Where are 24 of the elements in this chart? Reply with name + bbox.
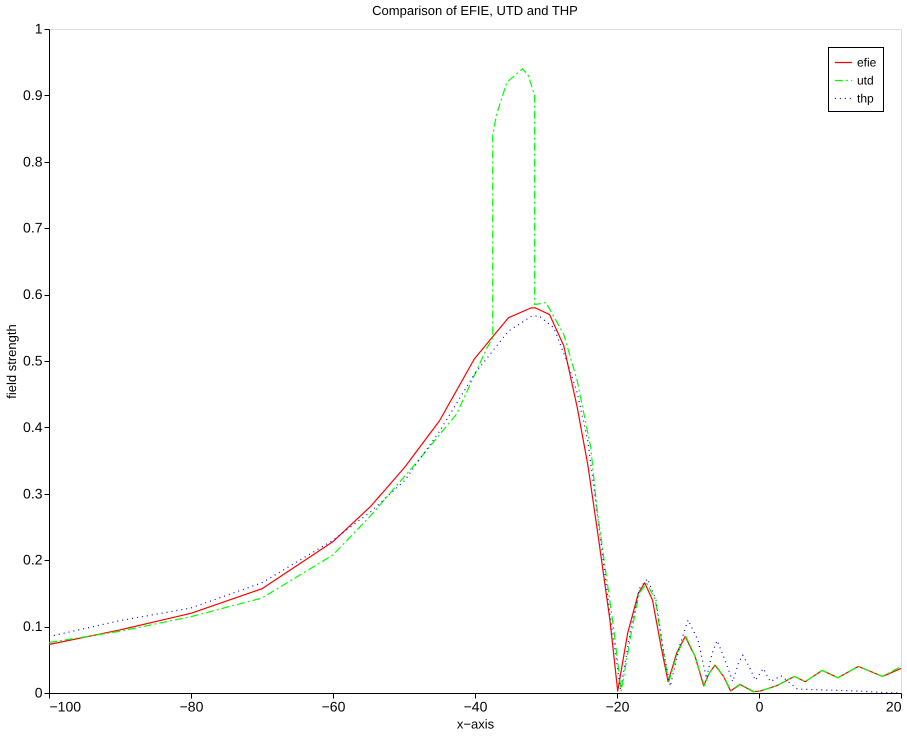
y-tick-label: 0.5 (23, 352, 43, 368)
legend-label: utd (857, 74, 874, 88)
x-tick-label: −80 (180, 698, 204, 714)
x-tick-label: −20 (606, 698, 630, 714)
y-tick-label: 0.1 (23, 618, 43, 634)
y-tick-label: 0 (34, 684, 43, 700)
y-tick-label: 0.4 (23, 418, 43, 435)
y-axis-title: field strength (4, 324, 20, 399)
y-tick-label: 0.8 (23, 153, 43, 170)
legend-label: efie (857, 56, 877, 70)
y-tick-label: 0.2 (23, 552, 43, 568)
x-tick-label: −40 (464, 698, 488, 714)
x-tick-label: 20 (886, 698, 902, 714)
chart-title: Comparison of EFIE, UTD and THP (372, 3, 578, 18)
y-tick-label: 0.7 (23, 220, 43, 236)
y-tick-label: 0.9 (23, 86, 43, 103)
x-tick-label: 0 (756, 698, 764, 714)
x-axis-title: x−axis (456, 716, 495, 732)
y-tick-label: 1 (34, 20, 43, 36)
x-tick-label: −60 (322, 698, 346, 714)
y-tick-label: 0.3 (23, 485, 43, 502)
legend-label: thp (857, 92, 874, 106)
y-tick-label: 0.6 (23, 286, 43, 302)
x-tick-label: −100 (50, 698, 82, 714)
